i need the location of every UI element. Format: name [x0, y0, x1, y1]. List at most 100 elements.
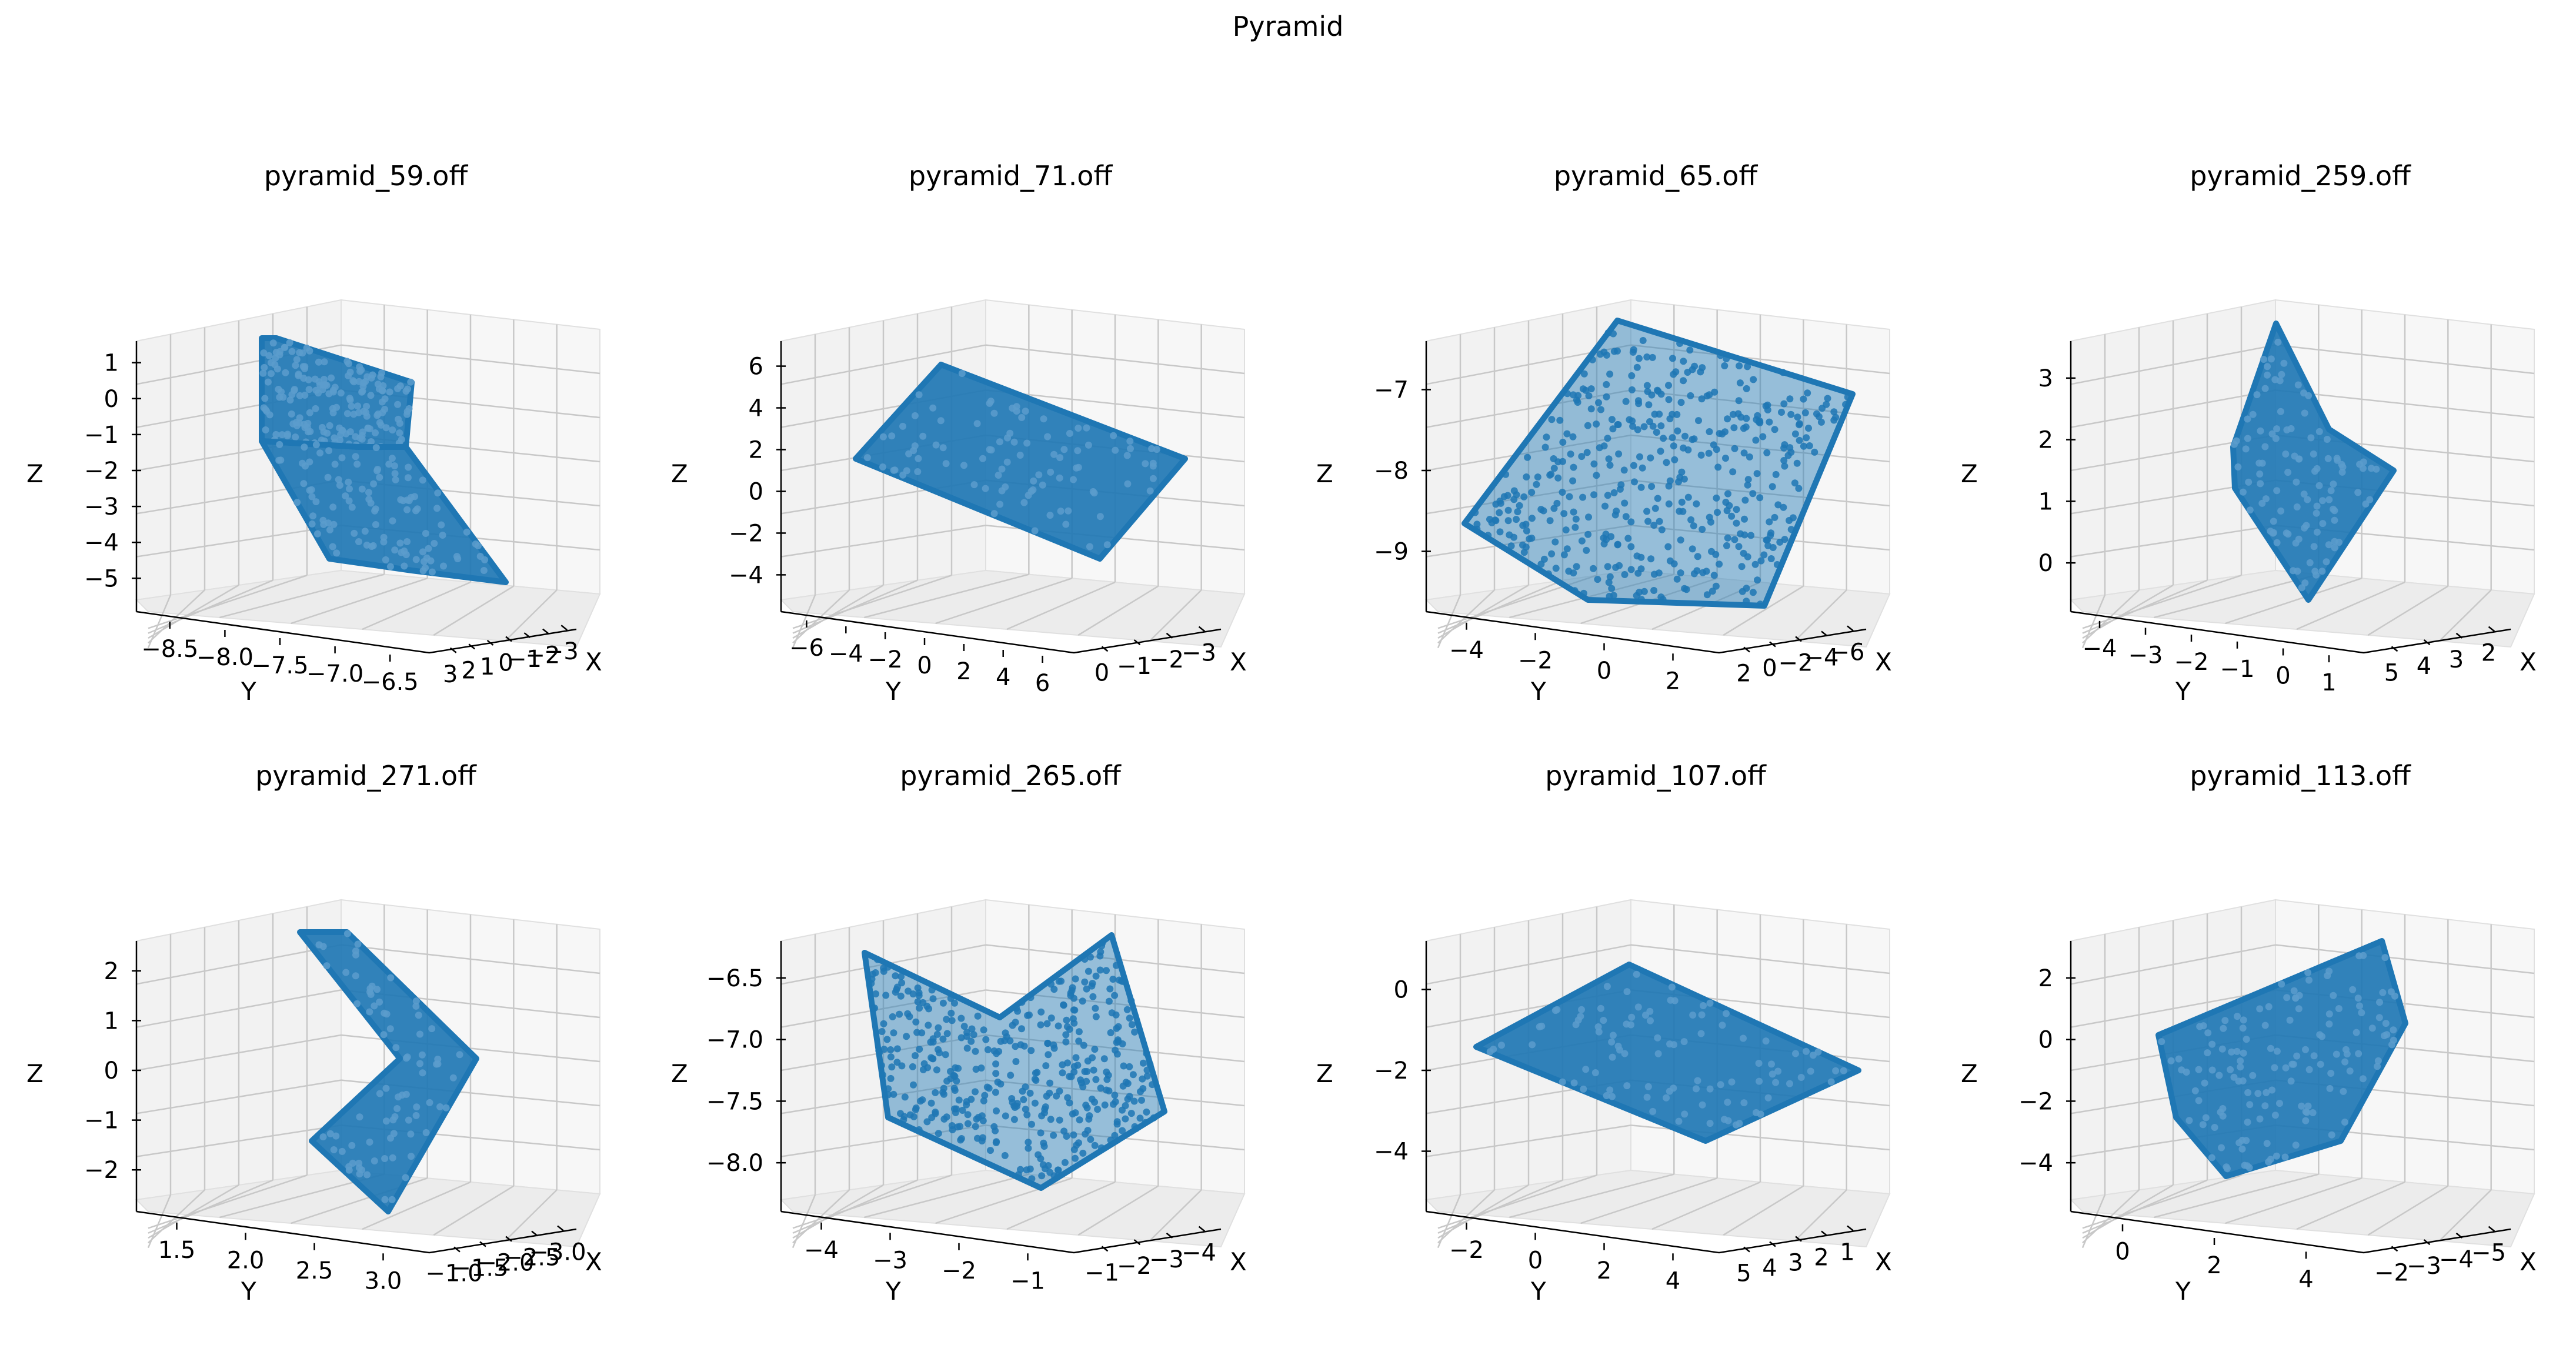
data-point	[1544, 570, 1552, 578]
z-tick-label: 1	[2038, 488, 2053, 515]
x-tick-label: 0	[1762, 655, 1777, 682]
y-tick-label: −7.5	[251, 652, 308, 679]
z-axis-label: Z	[1961, 459, 1978, 488]
data-point	[371, 1157, 378, 1164]
data-point	[2246, 1101, 2254, 1109]
data-point	[1654, 1050, 1662, 1057]
data-point	[1510, 533, 1517, 541]
data-point	[2309, 1109, 2317, 1116]
data-point	[1815, 413, 1823, 420]
data-point	[992, 1089, 999, 1096]
data-point	[1546, 471, 1554, 479]
data-point	[972, 1088, 979, 1096]
data-point	[1573, 563, 1580, 570]
data-point	[1003, 1033, 1010, 1040]
data-point	[1045, 1051, 1052, 1059]
z-tick-label: −2	[84, 458, 119, 485]
data-point	[391, 462, 398, 470]
data-point	[981, 1092, 989, 1099]
data-point	[896, 1010, 903, 1018]
data-point	[1081, 956, 1089, 963]
data-point	[293, 499, 301, 506]
data-point	[391, 546, 399, 554]
data-point	[2373, 465, 2380, 473]
y-tick-label: −2	[942, 1257, 976, 1284]
grid-line	[1077, 585, 1159, 636]
data-point	[1570, 508, 1577, 516]
data-point	[1127, 445, 1134, 452]
panel-3: −7−8−9Z−4 −2 0 2Y2 0 −2−4−6 X	[1316, 299, 1892, 706]
data-point	[1149, 475, 1157, 482]
data-point	[1085, 967, 1092, 975]
data-point	[1523, 527, 1530, 535]
data-point	[1012, 1043, 1019, 1050]
data-point	[1092, 1076, 1100, 1083]
data-point	[893, 1045, 901, 1053]
data-point	[1119, 1127, 1126, 1134]
data-point	[1774, 1067, 1782, 1075]
data-point	[2244, 1089, 2252, 1096]
data-point	[1492, 517, 1500, 525]
grid-line	[1437, 584, 1529, 639]
data-point	[939, 1035, 947, 1043]
data-point	[935, 1024, 942, 1032]
data-point	[1066, 430, 1073, 437]
y-tick-label: −4	[804, 1237, 839, 1264]
data-point	[1780, 457, 1788, 464]
y-tick-label: −8.0	[196, 644, 253, 671]
data-point	[1054, 1172, 1062, 1180]
data-point	[1572, 1021, 1580, 1029]
data-point	[2288, 1060, 2296, 1068]
data-point	[936, 1049, 943, 1057]
data-point	[955, 1096, 963, 1104]
data-point	[1681, 1110, 1689, 1118]
data-point	[2202, 1114, 2210, 1122]
data-point	[1722, 499, 1730, 506]
data-point	[915, 1126, 923, 1133]
data-point	[342, 969, 350, 976]
data-point	[2341, 1119, 2348, 1126]
data-point	[903, 1033, 910, 1040]
data-point	[1570, 463, 1577, 471]
data-point	[1572, 515, 1580, 523]
data-point	[984, 1046, 992, 1053]
data-point	[2327, 1070, 2335, 1077]
y-tick-label: 4	[1666, 1267, 1680, 1294]
data-point	[2237, 1063, 2244, 1071]
data-point	[1766, 418, 1773, 426]
z-tick-label: −4	[2018, 1150, 2053, 1177]
x-tick	[1743, 646, 1750, 653]
data-point	[1621, 499, 1629, 507]
data-point	[1009, 1022, 1016, 1029]
data-point	[2353, 1029, 2360, 1036]
data-point	[927, 1054, 935, 1062]
data-point	[331, 383, 339, 391]
data-point	[2286, 1016, 2294, 1024]
data-point	[1056, 1087, 1063, 1095]
data-point	[1686, 346, 1694, 354]
data-point	[321, 358, 328, 366]
data-point	[2293, 478, 2300, 486]
data-point	[2191, 1087, 2199, 1094]
grid-line	[148, 1179, 273, 1234]
data-point	[1615, 450, 1623, 458]
data-point	[2249, 1072, 2257, 1079]
y-tick-label: 4	[996, 664, 1010, 691]
data-point	[342, 492, 349, 500]
data-point	[1580, 1085, 1587, 1093]
data-point	[2273, 487, 2281, 495]
data-point	[1083, 424, 1090, 432]
data-point	[1137, 1088, 1144, 1096]
data-point	[1734, 410, 1742, 418]
data-point	[1043, 1020, 1051, 1027]
data-point	[393, 1105, 401, 1112]
data-point	[1751, 560, 1759, 568]
data-point	[1604, 435, 1611, 442]
data-point	[1610, 489, 1618, 496]
data-point	[419, 1069, 426, 1077]
data-point	[1139, 1075, 1146, 1083]
data-point	[915, 391, 923, 399]
data-point	[1830, 408, 1838, 416]
data-point	[1037, 1155, 1045, 1163]
